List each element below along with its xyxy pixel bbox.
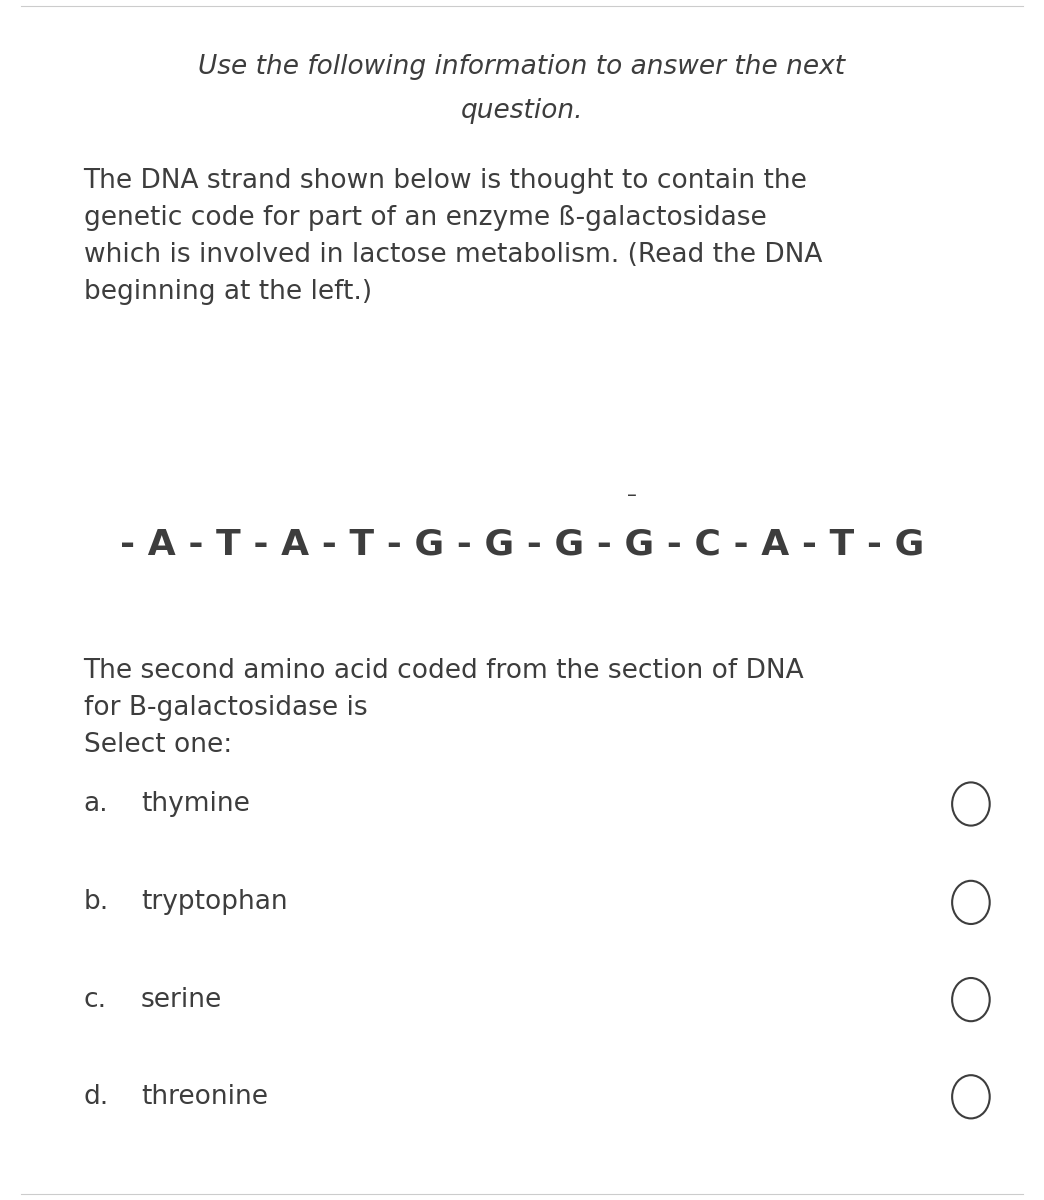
Text: question.: question.: [460, 98, 584, 125]
Text: d.: d.: [84, 1084, 109, 1110]
Text: –: –: [626, 486, 637, 505]
Text: b.: b.: [84, 889, 109, 916]
Text: The second amino acid coded from the section of DNA
for B-galactosidase is
Selec: The second amino acid coded from the sec…: [84, 658, 804, 757]
Text: tryptophan: tryptophan: [141, 889, 287, 916]
Text: Use the following information to answer the next: Use the following information to answer …: [198, 54, 846, 80]
Text: threonine: threonine: [141, 1084, 268, 1110]
Text: a.: a.: [84, 791, 109, 817]
Text: - A - T - A - T - G - G - G - G - C - A - T - G: - A - T - A - T - G - G - G - G - C - A …: [120, 528, 924, 562]
Text: c.: c.: [84, 986, 106, 1013]
Text: serine: serine: [141, 986, 222, 1013]
Text: The DNA strand shown below is thought to contain the
genetic code for part of an: The DNA strand shown below is thought to…: [84, 168, 822, 305]
Text: thymine: thymine: [141, 791, 250, 817]
